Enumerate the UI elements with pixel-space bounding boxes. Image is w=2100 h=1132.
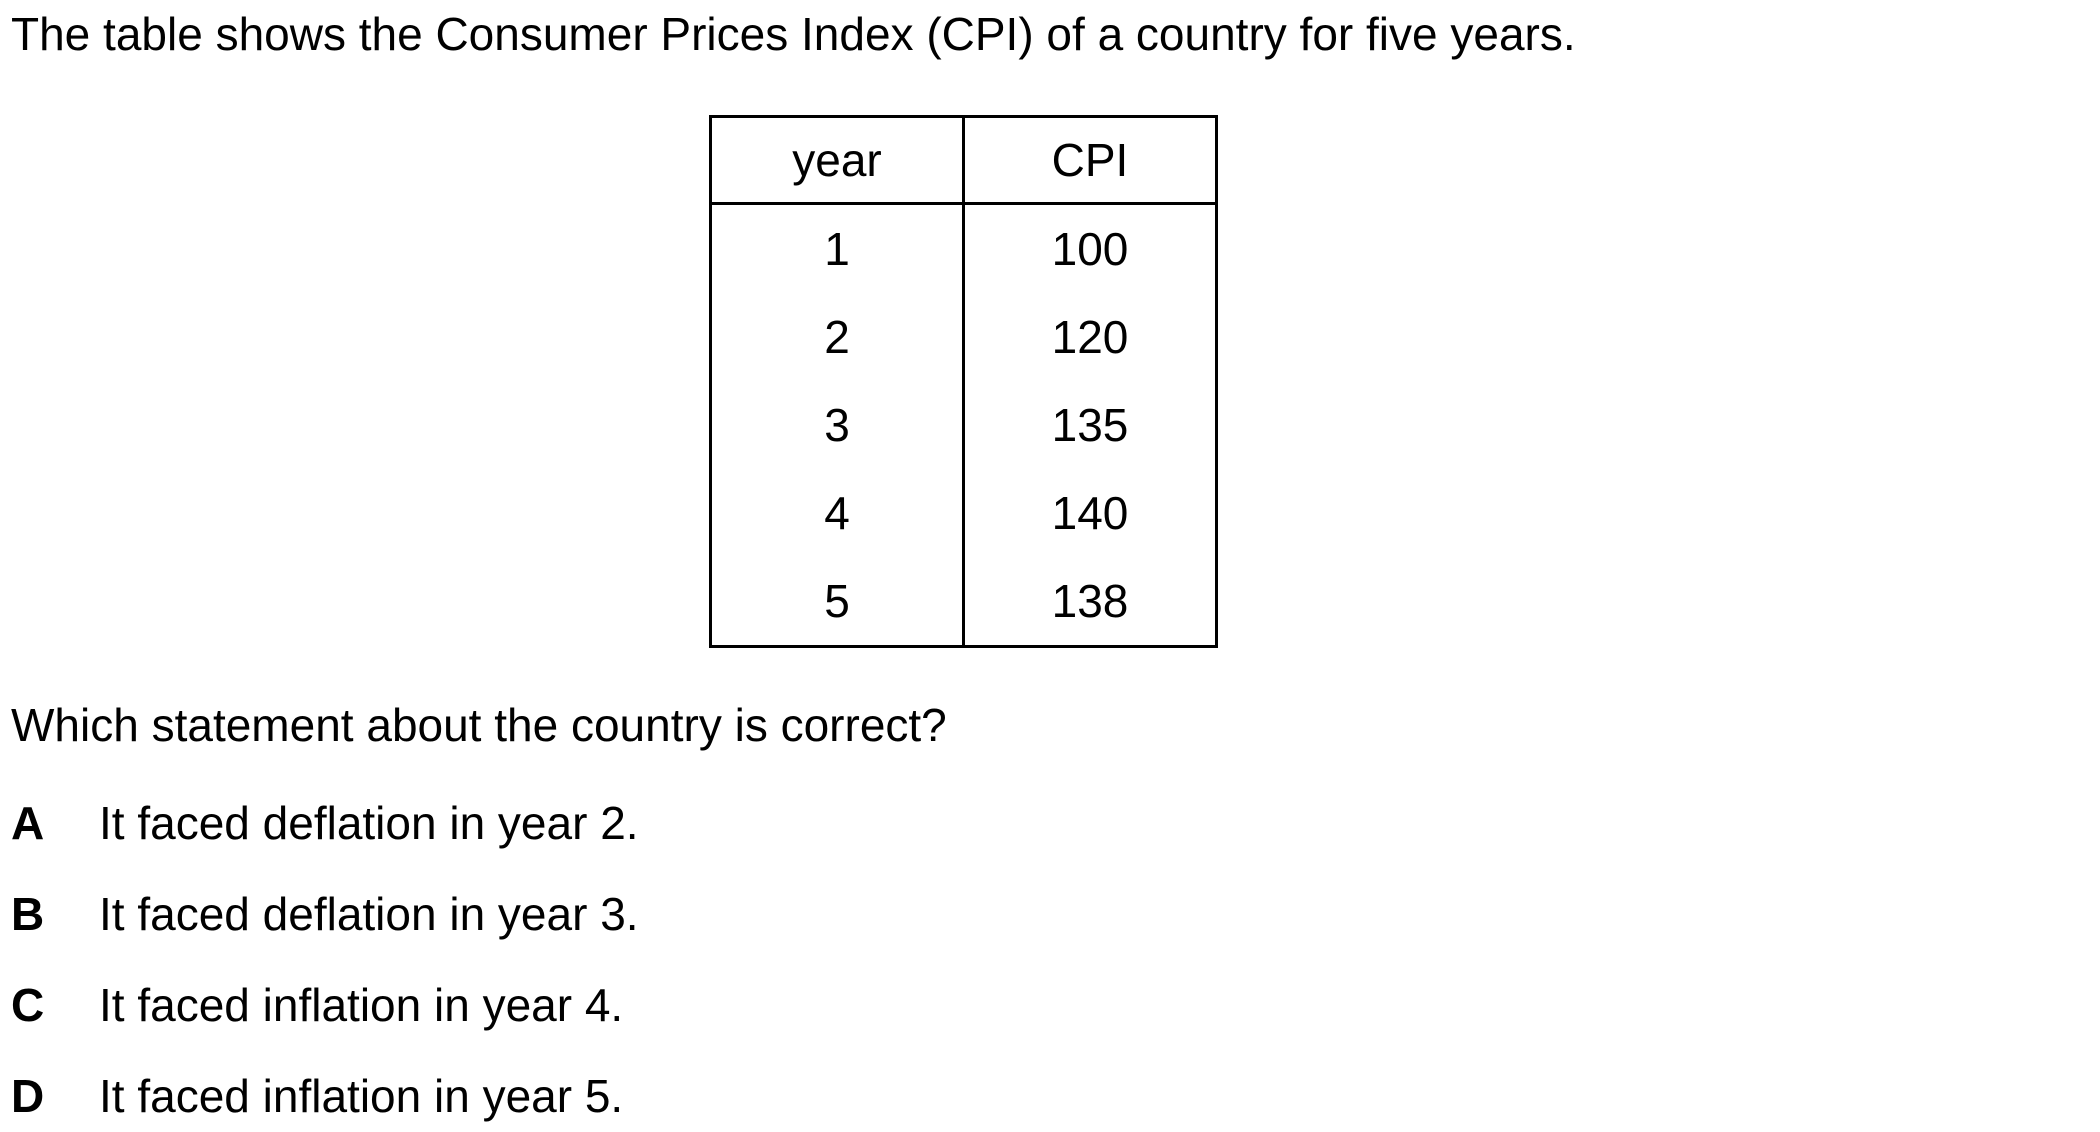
cell-year: 4 xyxy=(709,469,965,557)
cell-cpi: 100 xyxy=(962,203,1218,293)
table-row: 5 138 xyxy=(709,557,1218,648)
option-text: It faced deflation in year 2. xyxy=(99,797,639,849)
option-text: It faced inflation in year 4. xyxy=(99,979,624,1031)
option-letter: A xyxy=(11,797,45,849)
cell-cpi: 140 xyxy=(962,469,1218,557)
cell-cpi: 135 xyxy=(962,381,1218,469)
cell-cpi: 120 xyxy=(962,293,1218,381)
option-d: D It faced inflation in year 5. xyxy=(11,1068,623,1124)
table-row: 4 140 xyxy=(709,469,1218,557)
intro-text: The table shows the Consumer Prices Inde… xyxy=(11,8,1576,60)
cell-year: 5 xyxy=(709,557,965,648)
table-row: 1 100 xyxy=(709,203,1218,293)
table-header-row: year CPI xyxy=(709,115,1218,205)
option-b: B It faced deflation in year 3. xyxy=(11,886,639,942)
question-text: Which statement about the country is cor… xyxy=(11,699,947,751)
header-year: year xyxy=(709,115,965,205)
option-text: It faced deflation in year 3. xyxy=(99,888,639,940)
cell-year: 1 xyxy=(709,203,965,293)
option-c: C It faced inflation in year 4. xyxy=(11,977,623,1033)
option-letter: C xyxy=(11,979,45,1031)
table-row: 2 120 xyxy=(709,293,1218,381)
cell-cpi: 138 xyxy=(962,557,1218,648)
cell-year: 2 xyxy=(709,293,965,381)
cpi-table: year CPI 1 100 2 120 3 135 4 140 5 138 xyxy=(709,115,1218,648)
header-cpi: CPI xyxy=(962,115,1218,205)
option-letter: B xyxy=(11,888,45,940)
option-a: A It faced deflation in year 2. xyxy=(11,795,639,851)
option-text: It faced inflation in year 5. xyxy=(99,1070,624,1122)
table-row: 3 135 xyxy=(709,381,1218,469)
cell-year: 3 xyxy=(709,381,965,469)
option-letter: D xyxy=(11,1070,45,1122)
